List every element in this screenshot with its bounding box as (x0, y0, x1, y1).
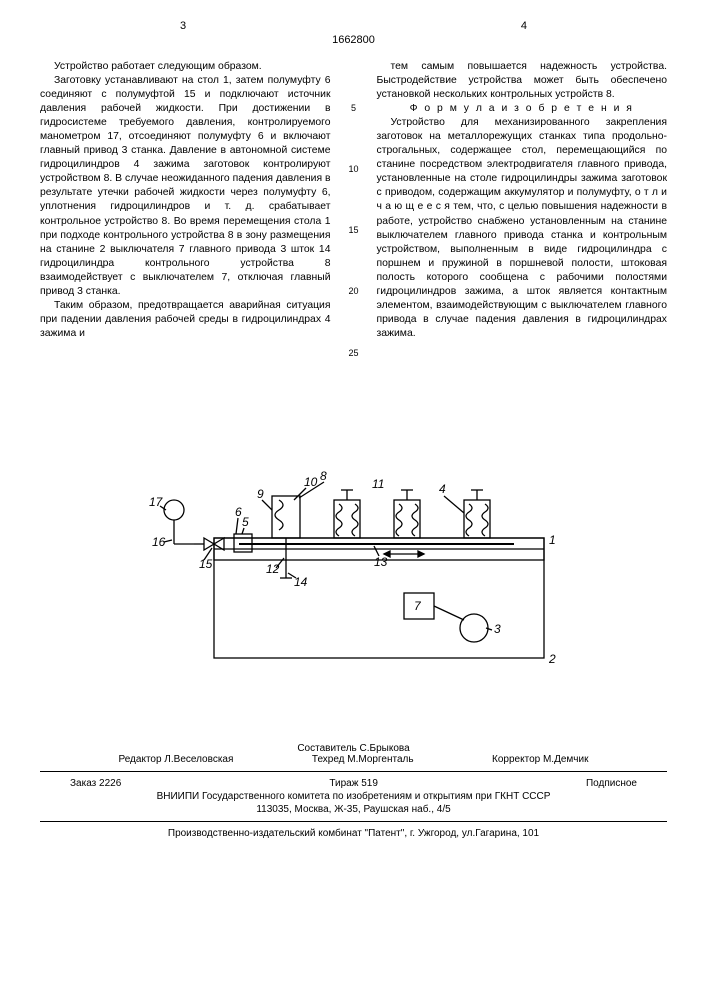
paragraph: Заготовку устанавливают на стол 1, затем… (40, 74, 331, 299)
corrector: Корректор М.Демчик (492, 754, 588, 765)
paragraph: Таким образом, предотвращается аварийная… (40, 299, 331, 341)
svg-text:3: 3 (494, 622, 501, 636)
order-line: Заказ 2226 Тираж 519 Подписное (40, 778, 667, 789)
svg-text:7: 7 (414, 599, 422, 613)
techred: Техред М.Моргенталь (312, 754, 414, 765)
line-num: 20 (348, 285, 358, 297)
mechanical-diagram: 1 2 (144, 438, 564, 703)
imprint-block: Составитель С.Брыкова Редактор Л.Веселов… (40, 743, 667, 839)
line-num: 5 (351, 102, 356, 114)
address-2: Производственно-издательский комбинат "П… (40, 828, 667, 839)
svg-text:13: 13 (374, 555, 388, 569)
svg-text:12: 12 (266, 562, 280, 576)
text-columns: Устройство работает следующим образом. З… (40, 60, 667, 408)
svg-text:11: 11 (372, 477, 384, 491)
svg-text:2: 2 (548, 652, 556, 666)
divider (40, 771, 667, 772)
organization: ВНИИПИ Государственного комитета по изоб… (40, 791, 667, 802)
subscription: Подписное (586, 778, 637, 789)
svg-text:8: 8 (320, 469, 327, 483)
svg-text:4: 4 (439, 482, 446, 496)
svg-text:5: 5 (242, 515, 249, 529)
svg-text:1: 1 (549, 533, 556, 547)
document-number: 1662800 (40, 34, 667, 46)
editor: Редактор Л.Веселовская (118, 754, 233, 765)
paragraph: Устройство для механизированного закрепл… (377, 116, 668, 341)
divider (40, 821, 667, 822)
svg-text:6: 6 (235, 505, 242, 519)
credits-line: Редактор Л.Веселовская Техред М.Моргента… (40, 754, 667, 765)
tirazh: Тираж 519 (329, 778, 378, 789)
line-num: 10 (348, 163, 358, 175)
svg-text:9: 9 (257, 487, 264, 501)
line-num: 25 (348, 347, 358, 359)
paragraph: тем самым повышается надежность устройст… (377, 60, 668, 102)
line-number-gutter: 5 10 15 20 25 (347, 60, 361, 408)
formula-heading: Ф о р м у л а и з о б р е т е н и я (377, 102, 668, 116)
column-numbers: 3 4 (40, 20, 667, 32)
line-num: 15 (348, 224, 358, 236)
svg-text:15: 15 (199, 557, 213, 571)
col-num-left: 3 (180, 20, 186, 32)
right-column: тем самым повышается надежность устройст… (377, 60, 668, 408)
svg-text:16: 16 (152, 535, 166, 549)
patent-page: 3 4 1662800 Устройство работает следующи… (0, 0, 707, 849)
col-num-right: 4 (521, 20, 527, 32)
paragraph: Устройство работает следующим образом. (40, 60, 331, 74)
svg-text:14: 14 (294, 575, 308, 589)
left-column: Устройство работает следующим образом. З… (40, 60, 331, 408)
compiler: Составитель С.Брыкова (40, 743, 667, 754)
address-1: 113035, Москва, Ж-35, Раушская наб., 4/5 (40, 804, 667, 815)
order-number: Заказ 2226 (70, 778, 121, 789)
